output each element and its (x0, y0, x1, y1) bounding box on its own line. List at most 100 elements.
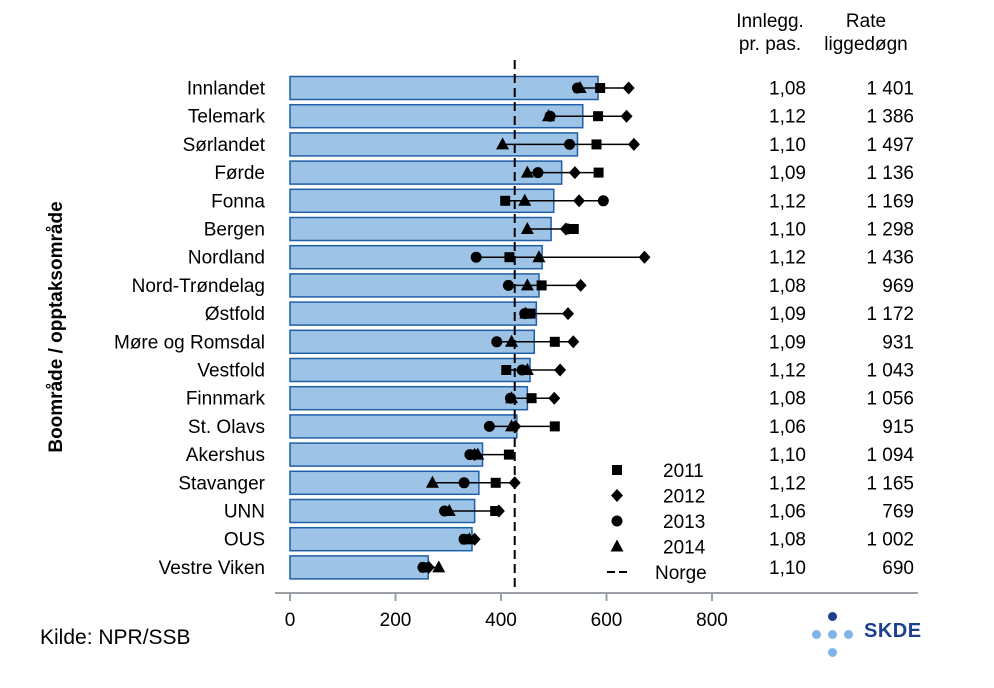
value-table: 1,08 1 401 1,12 1 386 1,10 1 497 1,09 1 136 1,12… (736, 11, 914, 579)
marker-diamond (622, 81, 635, 95)
table-header: liggedøgn (824, 34, 907, 55)
legend-label: 2011 (663, 461, 704, 482)
x-tick-label: 600 (591, 610, 623, 631)
marker-triangle (520, 363, 534, 375)
category-label: Vestfold (197, 361, 265, 382)
innlegg-value: 1,08 (769, 530, 806, 551)
marker-triangle (505, 334, 519, 347)
rate-value: 969 (882, 276, 914, 297)
category-label: Akershus (186, 445, 265, 466)
x-tick-label: 0 (285, 610, 296, 631)
marker-diamond (567, 335, 580, 349)
innlegg-value: 1,08 (769, 79, 806, 100)
marker-triangle (520, 165, 534, 178)
rate-value: 1 002 (866, 530, 914, 551)
marker-triangle (518, 193, 532, 206)
marker-square (612, 465, 622, 475)
category-labels: Innlandet Telemark Sørlandet Førde Fonna Berg… (114, 79, 266, 579)
logo-dot (828, 612, 837, 621)
marker-triangle (496, 137, 510, 150)
marker-square (503, 449, 514, 460)
rate-value: 1 401 (866, 79, 914, 100)
marker-triangle (462, 532, 476, 545)
category-label: Nordland (188, 248, 265, 269)
marker-triangle (520, 222, 534, 234)
category-label: Sørlandet (183, 135, 266, 156)
marker-diamond (638, 250, 651, 264)
marker-square (490, 477, 501, 488)
marker-triangle (432, 560, 446, 573)
marker-square (595, 83, 606, 93)
marker-triangle (505, 391, 519, 404)
bar (289, 526, 473, 552)
x-tick-label: 400 (485, 610, 517, 631)
innlegg-value: 1,08 (769, 389, 806, 410)
skde-logo: SKDE (808, 610, 928, 660)
bar (289, 216, 552, 242)
marker-triangle (442, 504, 456, 516)
marker-square (568, 224, 579, 234)
bar (289, 555, 429, 580)
category-label: UNN (224, 502, 265, 523)
innlegg-value: 1,12 (769, 191, 806, 212)
bar (289, 160, 563, 185)
category-label: Telemark (188, 107, 266, 128)
marker-diamond (620, 109, 633, 123)
marker-circle (502, 279, 514, 291)
rate-value: 915 (882, 417, 914, 438)
marker-triangle (520, 278, 534, 291)
marker-square (549, 336, 560, 347)
rate-value: 1 172 (866, 304, 914, 325)
marker-circle (458, 477, 470, 489)
marker-square (525, 308, 536, 319)
marker-circle (417, 561, 429, 573)
logo-text: SKDE (864, 620, 922, 642)
bars-group (289, 75, 599, 580)
category-label: Bergen (204, 220, 265, 241)
category-label: Førde (214, 163, 265, 184)
marker-circle (597, 195, 609, 207)
category-label: OUS (224, 530, 265, 551)
logo-dot (828, 648, 837, 657)
rate-value: 1 436 (866, 248, 914, 269)
innlegg-value: 1,12 (769, 107, 806, 128)
marker-diamond (554, 363, 567, 377)
category-label: Møre og Romsdal (114, 332, 265, 353)
markers-group (417, 81, 651, 574)
category-label: Finnmark (186, 389, 266, 410)
marker-triangle (519, 306, 533, 319)
innlegg-value: 1,10 (769, 220, 806, 241)
rate-value: 1 136 (866, 163, 914, 184)
marker-triangle (573, 81, 587, 93)
innlegg-value: 1,09 (769, 163, 806, 184)
rate-value: 1 056 (866, 389, 914, 410)
x-axis: 0 200 400 600 800 (275, 592, 918, 631)
rate-value: 1 386 (866, 107, 914, 128)
legend-label: 2012 (663, 487, 705, 508)
marker-square (591, 139, 602, 150)
category-label: Nord-Trøndelag (132, 276, 265, 297)
category-label: Innlandet (187, 79, 266, 100)
bar (289, 442, 484, 467)
rate-value: 1 497 (866, 135, 914, 156)
table-header: Rate (846, 11, 886, 32)
table-header: pr. pas. (739, 34, 801, 55)
bar (289, 301, 538, 326)
legend: 2011 2012 2013 2014 Norge (607, 461, 707, 584)
innlegg-value: 1,06 (769, 417, 806, 438)
marker-circle (491, 336, 503, 348)
marker-diamond (574, 278, 587, 292)
marker-square (536, 280, 547, 291)
logo-dot (812, 630, 821, 639)
bar (289, 273, 540, 298)
marker-square (500, 195, 511, 206)
category-label: Fonna (211, 191, 265, 212)
marker-diamond (627, 137, 640, 151)
bar (289, 414, 518, 439)
category-label: St. Olavs (188, 417, 265, 438)
marker-diamond (492, 504, 505, 518)
marker-triangle (471, 447, 485, 460)
rate-value: 1 169 (866, 191, 914, 212)
marker-diamond (573, 194, 586, 208)
